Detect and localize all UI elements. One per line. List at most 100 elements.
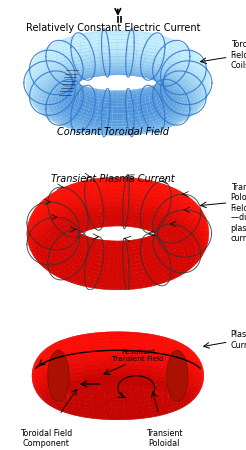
Polygon shape — [160, 390, 166, 392]
Polygon shape — [34, 382, 36, 388]
Polygon shape — [42, 95, 46, 99]
Polygon shape — [169, 410, 176, 413]
Polygon shape — [69, 401, 74, 404]
Polygon shape — [76, 84, 83, 86]
Polygon shape — [156, 335, 163, 338]
Polygon shape — [165, 227, 174, 232]
Polygon shape — [149, 245, 152, 251]
Polygon shape — [34, 360, 38, 365]
Polygon shape — [95, 72, 103, 74]
Polygon shape — [156, 45, 162, 50]
Polygon shape — [71, 391, 77, 392]
Polygon shape — [122, 213, 127, 217]
Polygon shape — [166, 89, 168, 94]
Polygon shape — [70, 247, 74, 252]
Polygon shape — [75, 230, 78, 234]
Polygon shape — [80, 85, 86, 87]
Polygon shape — [154, 198, 163, 203]
Polygon shape — [84, 286, 93, 288]
Polygon shape — [123, 109, 128, 113]
Polygon shape — [66, 257, 71, 263]
Polygon shape — [143, 340, 150, 344]
Polygon shape — [166, 390, 172, 392]
Polygon shape — [153, 386, 156, 390]
Polygon shape — [207, 68, 209, 76]
Polygon shape — [154, 415, 161, 417]
Polygon shape — [151, 364, 154, 369]
Polygon shape — [51, 355, 57, 358]
Polygon shape — [66, 62, 75, 67]
Polygon shape — [105, 413, 112, 416]
Polygon shape — [173, 362, 180, 366]
Polygon shape — [54, 400, 60, 406]
Polygon shape — [162, 84, 169, 86]
Polygon shape — [105, 403, 109, 407]
Polygon shape — [68, 76, 71, 80]
Polygon shape — [134, 215, 142, 220]
Polygon shape — [26, 87, 28, 94]
Polygon shape — [118, 97, 123, 100]
Polygon shape — [77, 206, 81, 212]
Polygon shape — [66, 360, 73, 363]
Polygon shape — [148, 344, 153, 348]
Polygon shape — [92, 337, 99, 340]
Polygon shape — [32, 57, 36, 63]
Polygon shape — [66, 240, 71, 244]
Polygon shape — [152, 230, 156, 234]
Polygon shape — [101, 211, 105, 215]
Polygon shape — [184, 59, 188, 63]
Polygon shape — [36, 258, 42, 265]
Polygon shape — [62, 242, 68, 245]
Polygon shape — [190, 392, 194, 396]
Polygon shape — [201, 243, 205, 251]
Polygon shape — [97, 385, 102, 386]
Polygon shape — [202, 378, 204, 384]
Polygon shape — [146, 266, 155, 271]
Polygon shape — [93, 373, 96, 377]
Polygon shape — [162, 207, 166, 212]
Polygon shape — [138, 356, 144, 361]
Polygon shape — [76, 113, 82, 117]
Polygon shape — [166, 207, 171, 212]
Polygon shape — [149, 242, 152, 247]
Polygon shape — [159, 54, 164, 59]
Polygon shape — [170, 342, 176, 346]
Polygon shape — [99, 416, 105, 418]
Polygon shape — [51, 79, 59, 83]
Polygon shape — [99, 130, 109, 133]
Polygon shape — [67, 86, 75, 90]
Polygon shape — [135, 363, 138, 368]
Polygon shape — [75, 338, 82, 342]
Polygon shape — [187, 216, 193, 220]
Polygon shape — [47, 205, 53, 209]
Polygon shape — [145, 343, 151, 347]
Polygon shape — [70, 346, 75, 350]
Polygon shape — [72, 83, 75, 88]
Polygon shape — [93, 54, 98, 58]
Polygon shape — [129, 119, 135, 123]
Polygon shape — [160, 339, 166, 341]
Polygon shape — [100, 119, 107, 123]
Polygon shape — [84, 416, 91, 418]
Polygon shape — [85, 351, 92, 357]
Polygon shape — [156, 35, 165, 36]
Polygon shape — [29, 239, 31, 247]
Polygon shape — [89, 336, 95, 339]
Polygon shape — [42, 347, 47, 352]
Polygon shape — [79, 184, 87, 188]
Polygon shape — [160, 79, 163, 83]
Polygon shape — [50, 343, 56, 347]
Polygon shape — [189, 69, 196, 76]
Polygon shape — [122, 247, 127, 250]
Polygon shape — [64, 353, 69, 356]
Polygon shape — [136, 383, 142, 385]
Polygon shape — [64, 55, 73, 60]
Polygon shape — [71, 81, 76, 86]
Polygon shape — [60, 342, 66, 346]
Polygon shape — [76, 225, 77, 231]
Polygon shape — [108, 43, 118, 46]
Polygon shape — [92, 64, 101, 68]
Polygon shape — [154, 224, 157, 229]
Polygon shape — [168, 224, 177, 230]
Polygon shape — [200, 209, 204, 216]
